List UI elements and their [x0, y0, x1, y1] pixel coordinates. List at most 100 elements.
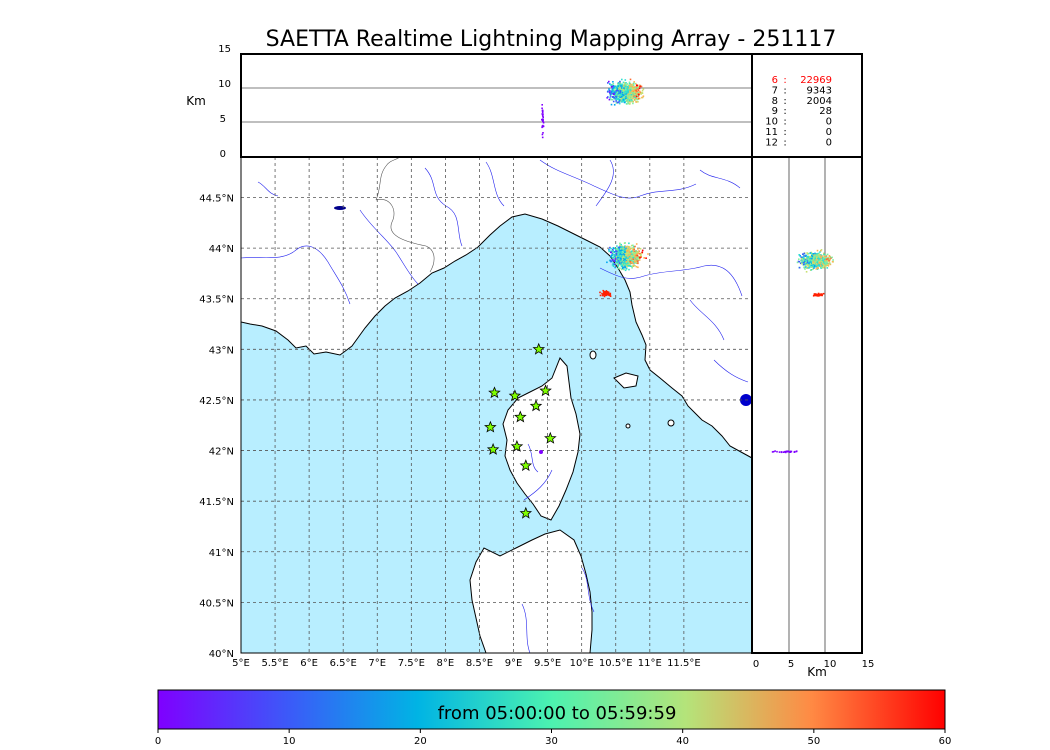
- right-panel-xtick-15: 15: [862, 659, 875, 670]
- lat-tick-label: 44.5°N: [199, 193, 234, 204]
- station-count-label: 10: [765, 117, 778, 128]
- station-star-marker: [532, 342, 546, 355]
- lon-tick-label: 8.5°E: [466, 658, 493, 669]
- top-panel-ytick-15: 15: [218, 44, 231, 55]
- colorbar-tick-label: 60: [939, 736, 952, 747]
- mainland-landmass: [241, 157, 752, 459]
- station-count-label: 11: [765, 127, 778, 138]
- right-panel-xtick-5: 5: [788, 659, 794, 670]
- lon-tick-label: 7°E: [368, 658, 386, 669]
- colorbar-tick-label: 50: [807, 736, 820, 747]
- lon-tick-label: 7.5°E: [398, 658, 425, 669]
- giglio-islet: [667, 419, 675, 427]
- lat-tick-label: 40.5°N: [199, 598, 234, 609]
- row-separator: :: [783, 127, 786, 138]
- lma-stations: [484, 342, 557, 519]
- row-separator: :: [783, 75, 786, 86]
- right-altitude-sources: [771, 249, 834, 454]
- station-count-label: 9: [772, 106, 778, 117]
- lon-tick-label: 11.5°E: [667, 658, 701, 669]
- source-count-value: 9343: [807, 85, 832, 96]
- station-star-marker: [514, 410, 527, 423]
- lat-tick-label: 42.5°N: [199, 396, 234, 407]
- source-count-value: 22969: [800, 75, 832, 86]
- station-count-label: 6: [772, 75, 778, 86]
- right-panel-xtick-10: 10: [824, 659, 837, 670]
- station-star-marker: [510, 439, 524, 452]
- station-count-label: 8: [772, 96, 778, 107]
- station-count-label: 12: [765, 137, 778, 148]
- colorbar-tick-label: 30: [545, 736, 558, 747]
- row-separator: :: [783, 117, 786, 128]
- figure-title: SAETTA Realtime Lightning Mapping Array …: [266, 27, 837, 52]
- row-separator: :: [783, 137, 786, 148]
- top-altitude-panel: [240, 53, 753, 158]
- station-star-marker: [484, 420, 497, 433]
- colorbar-tick-label: 0: [155, 736, 161, 747]
- lat-tick-label: 43.5°N: [199, 295, 234, 306]
- lon-tick-label: 5.5°E: [261, 658, 288, 669]
- colorbar-tick-label: 20: [414, 736, 427, 747]
- colorbar-tick-label: 10: [283, 736, 296, 747]
- source-count-value: 0: [826, 127, 832, 138]
- lon-tick-label: 11°E: [638, 658, 662, 669]
- source-count-panel: 6: 22969 7: 9343 8: 2004 9: 28 10: 0 11: 0 12: 0: [751, 53, 863, 158]
- source-count-value: 28: [819, 106, 832, 117]
- station-star-marker: [544, 431, 557, 444]
- colorbar-label: from 05:00:00 to 05:59:59: [438, 703, 677, 724]
- top-panel-ylabel: Km: [186, 94, 206, 108]
- country-borders: [375, 157, 435, 273]
- row-separator: :: [783, 85, 786, 96]
- station-star-marker: [508, 389, 522, 402]
- map-graticule: [241, 157, 752, 653]
- lat-tick-label: 41°N: [209, 548, 234, 559]
- lon-tick-label: 6°E: [300, 658, 318, 669]
- capraia-islet: [589, 350, 597, 360]
- right-panel-xlabel: Km: [807, 665, 827, 679]
- elba-island: [613, 372, 639, 389]
- pianosa-islet: [625, 423, 631, 429]
- top-panel-ytick-10: 10: [218, 79, 231, 90]
- colorbar: from 05:00:00 to 05:59:59 0 10 20 30 40 50 60: [155, 689, 952, 747]
- row-separator: :: [783, 96, 786, 107]
- lon-tick-label: 9.5°E: [534, 658, 561, 669]
- row-separator: :: [783, 106, 786, 117]
- lat-tick-label: 44°N: [209, 244, 234, 255]
- station-star-marker: [539, 384, 552, 397]
- lon-tick-label: 5°E: [232, 658, 250, 669]
- station-star-marker: [529, 399, 543, 412]
- station-star-marker: [519, 506, 533, 519]
- lon-tick-label: 6.5°E: [330, 658, 357, 669]
- rivers: [241, 159, 749, 653]
- map-panel: [241, 157, 752, 653]
- lon-tick-label: 10°E: [570, 658, 594, 669]
- right-altitude-panel: [751, 156, 863, 654]
- source-count-value: 0: [826, 137, 832, 148]
- top-panel-ytick-5: 5: [220, 114, 226, 125]
- colorbar-tick-label: 40: [676, 736, 689, 747]
- top-altitude-sources: [541, 78, 645, 139]
- lat-tick-label: 40°N: [209, 649, 234, 660]
- station-star-marker: [488, 386, 501, 399]
- lake: [334, 206, 346, 210]
- source-count-table: 6: 22969 7: 9343 8: 2004 9: 28 10: 0 11: 0 12: 0: [765, 75, 832, 148]
- source-count-value: 2004: [807, 96, 832, 107]
- station-star-marker: [519, 459, 533, 472]
- source-count-value: 0: [826, 117, 832, 128]
- lon-tick-label: 8°E: [437, 658, 455, 669]
- lon-tick-label: 10.5°E: [599, 658, 633, 669]
- map-lightning-sources: [539, 242, 649, 454]
- longitude-tick-labels: 5°E 5.5°E 6°E 6.5°E 7°E 7.5°E 8°E 8.5°E 9°E 9.5°E…: [232, 658, 701, 669]
- lon-tick-label: 9°E: [505, 658, 523, 669]
- lat-tick-label: 42°N: [209, 447, 234, 458]
- lat-tick-label: 43°N: [209, 345, 234, 356]
- right-panel-xtick-0: 0: [753, 659, 759, 670]
- station-count-label: 7: [772, 85, 778, 96]
- lat-tick-label: 41.5°N: [199, 497, 234, 508]
- colorbar-ticks: 0 10 20 30 40 50 60: [155, 729, 952, 747]
- top-panel-ytick-0: 0: [220, 149, 226, 160]
- latitude-tick-labels: 40°N 40.5°N 41°N 41.5°N 42°N 42.5°N 43°N 43.5°N…: [199, 193, 234, 660]
- corsica-island: [502, 357, 581, 521]
- station-star-marker: [486, 442, 500, 455]
